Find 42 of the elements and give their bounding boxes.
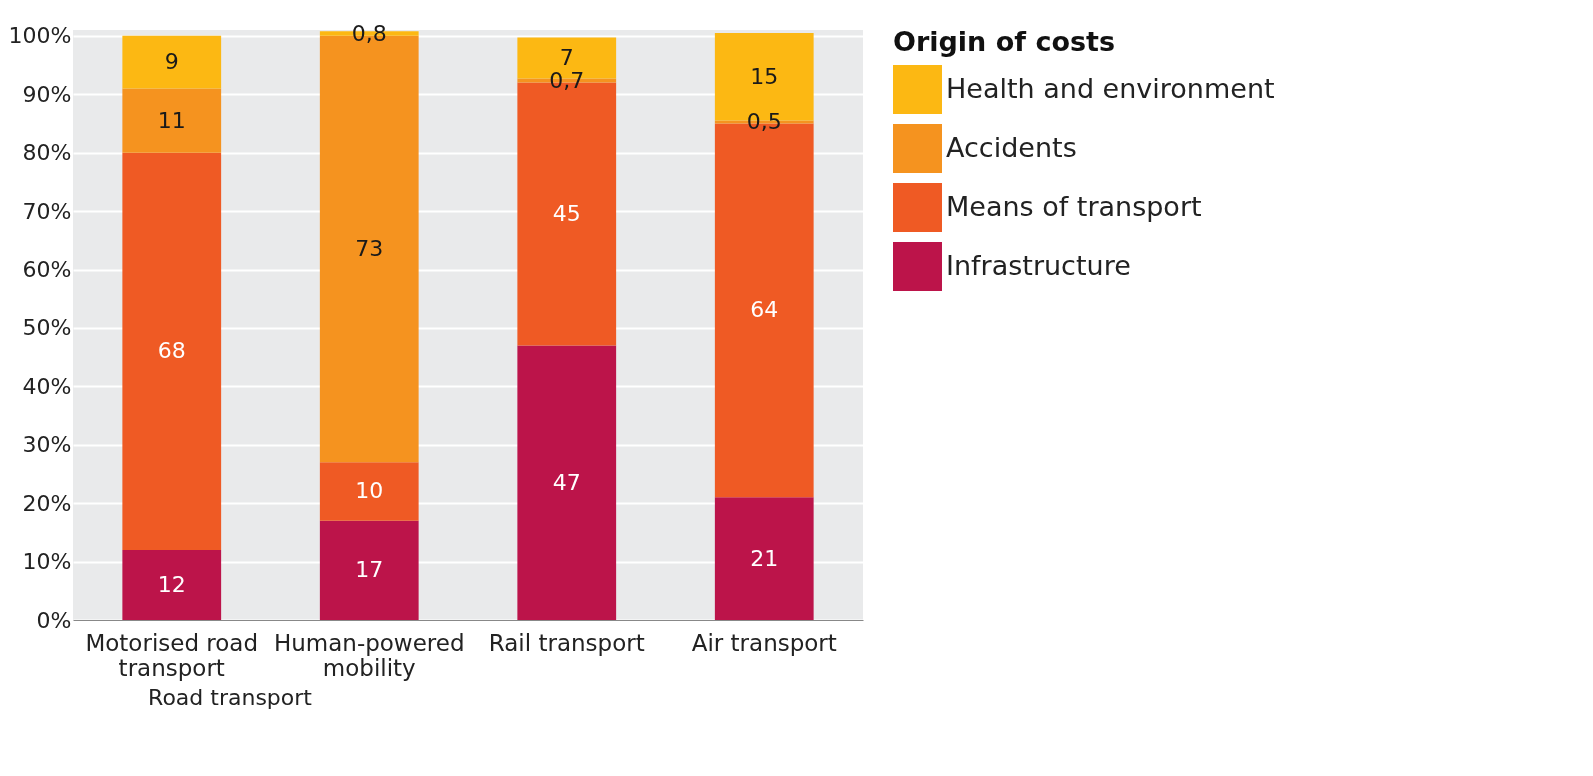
bar <box>122 88 222 153</box>
y-tick-label: 90% <box>22 81 72 107</box>
y-tick-label: 100% <box>8 23 72 49</box>
y-tick-label: 0% <box>36 607 72 633</box>
bar <box>714 497 814 620</box>
bar <box>319 520 419 620</box>
data-label: 11 <box>157 107 186 133</box>
bar <box>122 152 222 550</box>
text: Road transport <box>148 685 313 710</box>
y-tick-label: 30% <box>22 432 72 458</box>
x-tick-label: Air transport <box>691 629 837 656</box>
legend-label: Health and environment <box>946 72 1275 104</box>
y-tick-label: 50% <box>22 315 72 341</box>
bar <box>319 462 419 521</box>
y-tick-label: 20% <box>22 490 72 516</box>
data-label: 0,5 <box>746 109 782 134</box>
legend-label: Accidents <box>946 131 1077 163</box>
legend-label: Means of transport <box>946 190 1202 222</box>
data-label: 15 <box>750 63 779 89</box>
y-tick-label: 10% <box>22 549 72 575</box>
x-tick-label: Human-powered mobility <box>273 629 465 681</box>
bar <box>122 35 222 89</box>
y-tick-label: 40% <box>22 373 72 399</box>
x-tick-label: Motorised road transport <box>85 629 259 681</box>
bar <box>517 345 617 620</box>
data-label: 64 <box>750 297 779 323</box>
y-tick-label: 80% <box>22 140 72 166</box>
data-label: 45 <box>552 201 581 227</box>
data-label: 17 <box>355 557 384 583</box>
y-tick-label: 70% <box>22 198 72 224</box>
data-label: 21 <box>750 545 779 571</box>
data-label: 9 <box>164 49 179 75</box>
x-tick-label: Rail transport <box>488 629 645 656</box>
data-label: 73 <box>355 236 384 262</box>
data-label: 68 <box>157 338 186 364</box>
data-label: 12 <box>157 571 186 597</box>
data-label: 47 <box>552 469 581 495</box>
y-tick-label: 60% <box>22 257 72 282</box>
legend-title: Origin of costs <box>893 26 1116 57</box>
legend-label: Infrastructure <box>946 249 1131 281</box>
bar <box>122 549 222 620</box>
data-label: 10 <box>355 478 384 504</box>
